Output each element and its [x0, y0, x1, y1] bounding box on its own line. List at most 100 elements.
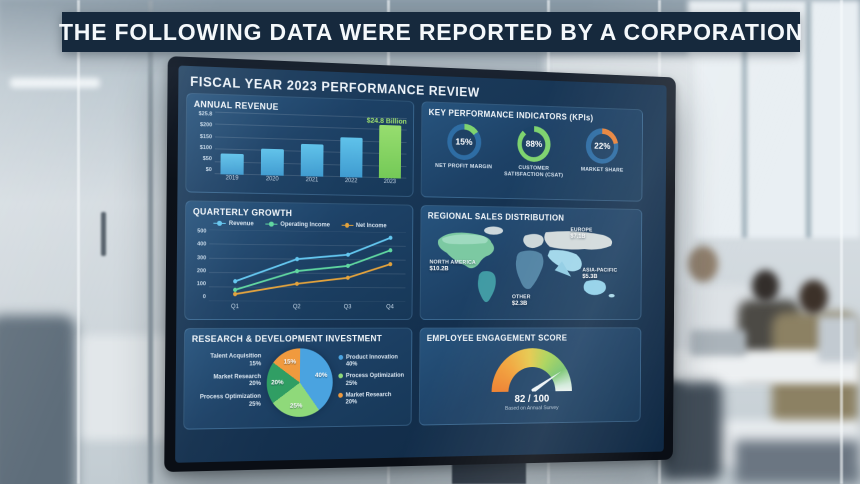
revenue-bar	[220, 153, 244, 175]
kpi-donut: 88% CUSTOMER SATISFACTION (CSAT)	[499, 125, 568, 180]
donut-caption: NET PROFIT MARGIN	[435, 163, 493, 171]
gauge-value: 82 / 100	[514, 393, 550, 405]
x-tick: 2022	[344, 178, 358, 185]
x-tick: Q1	[230, 303, 239, 311]
slice-percent: 15%	[283, 358, 297, 366]
y-tick: $200	[200, 122, 213, 129]
x-tick: Q2	[292, 303, 301, 311]
legend-percent: 20%	[345, 398, 358, 406]
revenue-bar	[340, 137, 363, 178]
glass-partition	[148, 0, 153, 484]
gauge-caption: Based on Annual Survey	[505, 405, 559, 412]
annual-revenue-bar-chart: $0 $50 $100 $150 $200 $25.8 $24.8 Billion	[193, 111, 407, 179]
donut-value: 22%	[590, 133, 614, 159]
donut-caption: CUSTOMER SATISFACTION (CSAT)	[504, 165, 564, 179]
pie-callouts: Talent Acquisition 15% Market Research 20% P…	[191, 353, 261, 414]
headline-text: THE FOLLOWING DATA WERE REPORTED BY A CO…	[58, 18, 804, 45]
line-chart-legend: Revenue Operating Income Net Income	[193, 219, 406, 229]
y-tick: 300	[197, 254, 207, 261]
kpi-donut: 15% NET PROFIT MARGIN	[428, 123, 499, 179]
callout-percent: 15%	[249, 360, 262, 368]
legend-item: Revenue	[213, 220, 254, 228]
donut-ring: 88%	[517, 125, 551, 163]
legend-percent: 25%	[345, 379, 358, 387]
legend-percent: 40%	[345, 360, 358, 368]
x-tick: 2020	[265, 176, 279, 183]
tv-display: FISCAL YEAR 2023 PERFORMANCE REVIEW ANNU…	[164, 56, 676, 473]
y-tick: $0	[205, 167, 212, 174]
pie-legend-item: Product Innovation 40%	[338, 353, 404, 368]
slice-percent: 20%	[271, 379, 284, 387]
legend-item: Operating Income	[265, 220, 330, 229]
pie-callout: Talent Acquisition 15%	[192, 353, 262, 368]
x-tick: 2021	[305, 177, 319, 184]
revenue-highlight-label: $24.8 Billion	[366, 115, 407, 126]
legend-item: Net Income	[341, 222, 387, 229]
y-tick: 100	[196, 281, 206, 288]
callout-percent: 20%	[249, 380, 262, 388]
revenue-bar	[378, 125, 402, 179]
panel-rd-investment: RESEARCH & DEVELOPMENT INVESTMENT Talent…	[183, 327, 413, 430]
legend-dot-icon	[338, 392, 343, 398]
bar-plot: $24.8 Billion	[214, 111, 407, 179]
pie-callout: Process Optimization 25%	[191, 393, 261, 408]
region-label: NORTH AMERICA $10.2B	[429, 260, 475, 273]
panel-title: REGIONAL SALES DISTRIBUTION	[427, 210, 565, 223]
legend-marker-icon	[341, 222, 354, 229]
legend-label: Revenue	[228, 220, 254, 228]
panel-annual-revenue: ANNUAL REVENUE $0 $50 $100 $150 $200 $25.8 $2…	[185, 92, 415, 198]
panel-kpis: KEY PERFORMANCE INDICATORS (KPIs) 15% NET…	[420, 101, 644, 202]
gauge-arc	[491, 348, 573, 393]
region-value: $5.3B	[582, 273, 598, 281]
y-tick: $50	[202, 156, 212, 163]
rd-pie-chart: Talent Acquisition 15% Market Research 20% P…	[191, 346, 405, 419]
panel-title: RESEARCH & DEVELOPMENT INVESTMENT	[191, 333, 383, 344]
y-axis: 0 100 200 300 400 500	[192, 228, 209, 301]
legend-name: Product Innovation	[345, 353, 398, 361]
revenue-bar	[260, 148, 284, 176]
y-tick: 200	[196, 268, 207, 275]
legend-dot-icon	[338, 354, 344, 360]
x-tick: 2023	[383, 179, 396, 186]
legend-label: Operating Income	[280, 220, 330, 229]
donut-caption: MARKET SHARE	[580, 166, 624, 174]
x-tick: Q4	[386, 303, 394, 311]
panel-regional-sales: REGIONAL SALES DISTRIBUTION	[419, 204, 643, 320]
pie-legend-item: Market Research 20%	[338, 391, 404, 406]
callout-percent: 25%	[248, 400, 261, 408]
region-value: $10.2B	[429, 265, 449, 273]
panel-title: QUARTERLY GROWTH	[192, 206, 293, 219]
panel-title: EMPLOYEE ENGAGEMENT SCORE	[426, 333, 568, 343]
pie: 40% 25% 20% 15%	[266, 348, 334, 418]
line-chart-svg	[209, 230, 406, 302]
dashboard-grid: ANNUAL REVENUE $0 $50 $100 $150 $200 $25.8 $2…	[181, 92, 661, 430]
donut-ring: 22%	[586, 127, 619, 165]
slice-percent: 25%	[289, 402, 303, 410]
x-tick: Q3	[343, 303, 352, 311]
revenue-bar	[300, 143, 324, 177]
world-map	[437, 226, 615, 303]
donut-ring: 15%	[446, 123, 482, 161]
world-map-area: NORTH AMERICA $10.2B EUROPE $7.1B ASIA-PACIF…	[427, 223, 635, 315]
legend-name: Market Research	[345, 391, 392, 399]
headline-banner: THE FOLLOWING DATA WERE REPORTED BY A CO…	[58, 12, 804, 52]
legend-name: Process Optimization	[345, 372, 405, 380]
y-tick: 400	[197, 241, 207, 248]
engagement-gauge: 82 / 100 Based on Annual Survey	[426, 345, 634, 413]
pie-callout: Market Research 20%	[191, 373, 261, 388]
y-tick: $150	[199, 133, 213, 140]
quarterly-line-chart: 0 100 200 300 400 500	[192, 229, 406, 301]
y-tick: 500	[197, 228, 207, 235]
legend-marker-icon	[213, 220, 226, 227]
y-tick: 0	[202, 294, 206, 301]
x-tick: 2019	[225, 175, 239, 182]
panel-engagement: EMPLOYEE ENGAGEMENT SCORE 82 / 100 Based…	[418, 327, 642, 426]
pie-legend-item: Process Optimization 25%	[338, 372, 404, 387]
y-tick: $100	[199, 144, 212, 152]
region-label: OTHER $2.3B	[512, 294, 531, 306]
line-plot	[209, 230, 406, 302]
donut-value: 88%	[522, 130, 546, 158]
kpi-donut: 22% MARKET SHARE	[568, 127, 635, 182]
panel-quarterly-growth: QUARTERLY GROWTH Revenue Operating Income…	[184, 200, 414, 321]
region-value: $2.3B	[511, 300, 528, 307]
